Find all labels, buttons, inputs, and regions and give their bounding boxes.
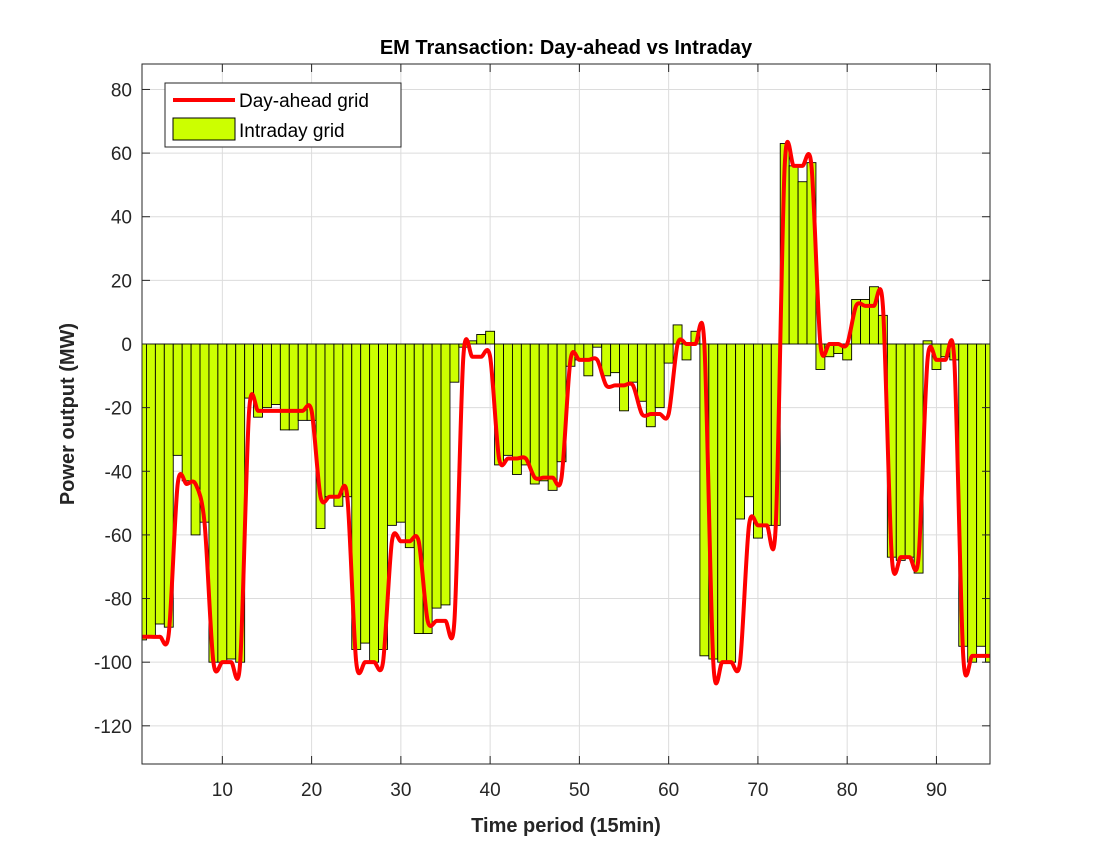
intraday-bar bbox=[797, 181, 808, 345]
y-tick-label: -20 bbox=[105, 399, 132, 420]
intraday-bar bbox=[342, 343, 353, 498]
intraday-bar bbox=[788, 165, 799, 345]
intraday-bar bbox=[262, 343, 272, 409]
day-ahead-line-group bbox=[142, 139, 990, 686]
intraday-bar bbox=[369, 343, 379, 663]
x-tick-label: 60 bbox=[658, 780, 679, 801]
intraday-bar bbox=[181, 343, 192, 482]
y-tick-label: 80 bbox=[111, 80, 132, 101]
intraday-bar bbox=[628, 343, 638, 383]
intraday-bar bbox=[413, 343, 424, 634]
intraday-bar bbox=[270, 343, 281, 405]
y-tick-label: 60 bbox=[111, 144, 132, 165]
intraday-bar bbox=[360, 343, 371, 644]
y-tick-label: -60 bbox=[105, 526, 132, 547]
intraday-bar bbox=[172, 343, 183, 456]
intraday-bar bbox=[761, 343, 772, 526]
intraday-bar bbox=[744, 343, 754, 498]
intraday-bar bbox=[520, 343, 531, 466]
y-tick-label: -40 bbox=[105, 462, 132, 483]
intraday-bar bbox=[387, 343, 397, 526]
intraday-bar bbox=[735, 343, 745, 520]
intraday-bar bbox=[226, 343, 237, 660]
intraday-bar bbox=[967, 343, 978, 663]
intraday-bar bbox=[717, 343, 728, 663]
y-tick-label: 40 bbox=[111, 208, 132, 229]
intraday-bar bbox=[904, 343, 915, 558]
intraday-bar bbox=[333, 343, 344, 507]
intraday-bar bbox=[529, 343, 540, 485]
legend-label-intraday: Intraday grid bbox=[239, 121, 345, 142]
intraday-bar bbox=[485, 330, 496, 345]
intraday-bar bbox=[503, 343, 513, 456]
intraday-bar bbox=[440, 343, 451, 606]
x-axis-title: Time period (15min) bbox=[471, 815, 661, 837]
x-tick-label: 20 bbox=[301, 780, 322, 801]
x-tick-label: 30 bbox=[390, 780, 411, 801]
intraday-bar bbox=[726, 343, 737, 663]
ticks: 10 20 30 40 50 60 70 80 90 -120 -100 -80 -60 -40 -20 0 2… bbox=[94, 64, 990, 801]
y-tick-label: -100 bbox=[94, 653, 132, 674]
intraday-bar bbox=[753, 343, 763, 539]
intraday-bar bbox=[663, 343, 674, 364]
intraday-bar bbox=[431, 343, 442, 609]
intraday-bar bbox=[244, 343, 255, 399]
intraday-bar bbox=[895, 343, 906, 561]
intraday-bar bbox=[449, 343, 460, 383]
y-tick-label: 20 bbox=[111, 271, 132, 292]
intraday-bar bbox=[190, 343, 201, 536]
legend-swatch-intraday bbox=[172, 117, 236, 141]
y-tick-label: -80 bbox=[105, 590, 132, 611]
chart-title: EM Transaction: Day-ahead vs Intraday bbox=[380, 37, 753, 59]
intraday-bar bbox=[922, 340, 933, 345]
legend-label-day-ahead: Day-ahead grid bbox=[239, 91, 369, 112]
intraday-bar bbox=[324, 343, 335, 498]
y-axis-title: Power output (MW) bbox=[57, 323, 79, 505]
x-tick-label: 40 bbox=[480, 780, 501, 801]
day-ahead-line bbox=[142, 139, 990, 686]
intraday-bar bbox=[217, 343, 228, 663]
intraday-bar bbox=[404, 343, 415, 549]
intraday-bar bbox=[592, 343, 603, 348]
intraday-bar bbox=[279, 343, 290, 431]
plot-frame bbox=[141, 63, 991, 765]
intraday-bar bbox=[395, 343, 406, 523]
intraday-bar bbox=[636, 343, 647, 402]
intraday-bar bbox=[976, 343, 986, 647]
intraday-bar bbox=[619, 343, 629, 412]
x-tick-label: 80 bbox=[837, 780, 858, 801]
x-tick-label: 50 bbox=[569, 780, 590, 801]
intraday-bar bbox=[610, 343, 621, 374]
intraday-bar bbox=[141, 343, 147, 641]
y-tick-label: 0 bbox=[121, 335, 132, 356]
intraday-bar bbox=[154, 343, 165, 625]
intraday-bar bbox=[538, 343, 549, 482]
x-tick-label: 70 bbox=[747, 780, 768, 801]
legend: Day-ahead grid Intraday grid bbox=[164, 82, 402, 148]
y-tick-label: -120 bbox=[94, 717, 132, 738]
x-tick-label: 10 bbox=[212, 780, 233, 801]
intraday-bar bbox=[547, 343, 558, 491]
intraday-bar bbox=[511, 343, 522, 475]
intraday-bar bbox=[985, 343, 991, 663]
intraday-bar bbox=[654, 343, 665, 409]
intraday-bar bbox=[146, 343, 156, 638]
intraday-bar bbox=[476, 334, 487, 345]
intraday-bar bbox=[288, 343, 299, 431]
intraday-bar bbox=[681, 343, 692, 361]
x-tick-label: 90 bbox=[926, 780, 947, 801]
